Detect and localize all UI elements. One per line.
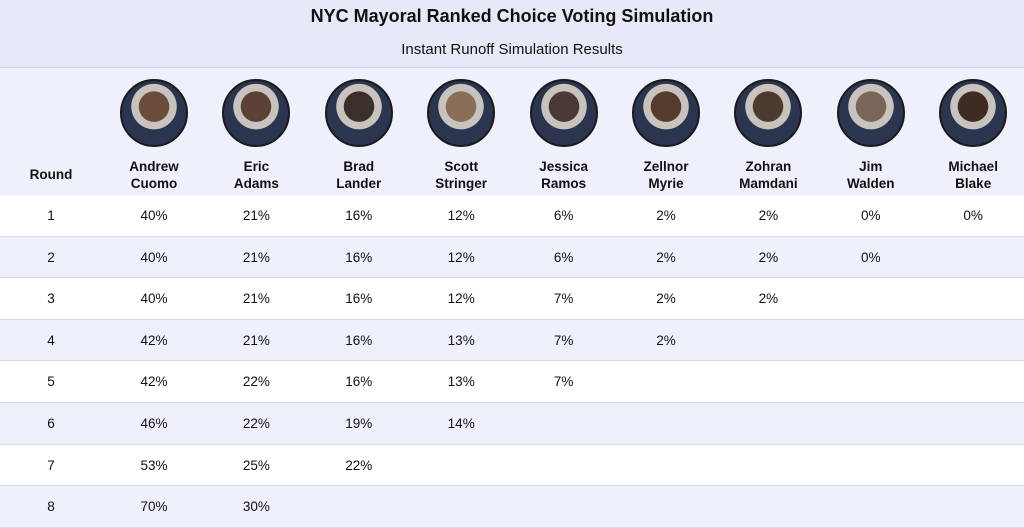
vote-share: 21% xyxy=(242,291,270,307)
vote-share: 7% xyxy=(553,374,574,390)
vote-share: 21% xyxy=(242,208,270,223)
candidate-last-name: Ramos xyxy=(541,176,587,191)
candidate-first-name: Michael xyxy=(948,159,998,174)
vote-share: 2% xyxy=(656,291,676,307)
vote-share: 21% xyxy=(242,332,270,348)
round-number: 6 xyxy=(47,416,55,431)
vote-share: 30% xyxy=(242,499,270,515)
vote-share: 40% xyxy=(140,291,168,307)
table-row xyxy=(0,444,1024,487)
round-number: 5 xyxy=(47,374,55,390)
candidate-last-name: Stringer xyxy=(435,176,488,191)
round-header: Round xyxy=(29,167,73,182)
vote-share: 2% xyxy=(656,208,676,223)
candidate-last-name: Mamdani xyxy=(739,176,798,191)
vote-share: 46% xyxy=(140,416,168,431)
vote-share: 2% xyxy=(656,332,676,348)
round-number: 7 xyxy=(47,457,55,473)
candidate-first-name: Scott xyxy=(444,159,479,174)
candidate-last-name: Walden xyxy=(847,176,895,191)
vote-share: 7% xyxy=(553,332,574,348)
vote-share: 22% xyxy=(345,457,373,473)
vote-share: 0% xyxy=(963,208,983,223)
vote-share: 70% xyxy=(140,499,168,515)
vote-share: 0% xyxy=(861,208,881,223)
vote-share: 12% xyxy=(447,291,475,307)
vote-share: 21% xyxy=(242,249,270,265)
vote-share: 25% xyxy=(242,457,270,473)
vote-share: 13% xyxy=(447,374,475,390)
table-row xyxy=(0,195,1024,237)
candidate-last-name: Adams xyxy=(233,176,279,191)
vote-share: 19% xyxy=(345,416,373,431)
vote-share: 2% xyxy=(758,208,779,223)
table-row xyxy=(0,403,1024,445)
vote-share: 2% xyxy=(758,291,779,307)
candidate-last-name: Myrie xyxy=(648,176,684,191)
vote-share: 6% xyxy=(553,208,574,223)
round-number: 1 xyxy=(47,208,55,223)
subtitle: Instant Runoff Simulation Results xyxy=(401,41,623,58)
candidate-last-name: Lander xyxy=(336,176,382,191)
round-number: 8 xyxy=(47,499,55,515)
title: NYC Mayoral Ranked Choice Voting Simulat… xyxy=(310,6,714,26)
vote-share: 40% xyxy=(140,249,168,265)
candidate-photo xyxy=(529,79,598,147)
vote-share: 16% xyxy=(345,291,373,307)
vote-share: 16% xyxy=(345,374,373,390)
candidate-last-name: Blake xyxy=(955,176,992,191)
round-number: 2 xyxy=(47,249,55,265)
vote-share: 0% xyxy=(861,249,881,265)
candidate-photo xyxy=(939,79,1008,147)
candidate-photo xyxy=(427,79,496,147)
candidate-photo xyxy=(324,79,393,147)
candidate-photo xyxy=(836,79,905,147)
candidate-first-name: Zohran xyxy=(745,159,792,174)
candidate-photo xyxy=(632,79,700,147)
round-number: 3 xyxy=(47,291,55,307)
vote-share: 16% xyxy=(345,332,373,348)
candidate-first-name: Brad xyxy=(343,159,375,174)
candidate-first-name: Zellnor xyxy=(643,159,689,174)
table-row xyxy=(0,486,1024,528)
vote-share: 13% xyxy=(447,332,475,348)
round-number: 4 xyxy=(47,332,55,348)
vote-share: 14% xyxy=(447,416,475,431)
vote-share: 7% xyxy=(553,291,574,307)
vote-share: 12% xyxy=(447,208,475,223)
candidate-first-name: Jim xyxy=(859,159,883,174)
vote-share: 16% xyxy=(345,249,373,265)
table-row xyxy=(0,361,1024,403)
candidate-photo xyxy=(734,79,803,147)
table-row xyxy=(0,236,1024,279)
vote-share: 42% xyxy=(140,332,168,348)
vote-share: 12% xyxy=(447,249,475,265)
vote-share: 16% xyxy=(345,208,373,223)
candidate-first-name: Andrew xyxy=(129,159,179,174)
vote-share: 2% xyxy=(758,249,779,265)
title-band xyxy=(0,0,1024,68)
vote-share: 42% xyxy=(140,374,168,390)
vote-share: 6% xyxy=(553,249,574,265)
vote-share: 22% xyxy=(242,416,270,431)
table-row xyxy=(0,278,1024,320)
table-row xyxy=(0,319,1024,362)
candidate-photo xyxy=(222,79,291,147)
candidate-first-name: Eric xyxy=(243,159,270,174)
candidate-first-name: Jessica xyxy=(539,159,588,174)
vote-share: 40% xyxy=(140,208,168,223)
candidate-photo xyxy=(120,79,188,147)
vote-share: 53% xyxy=(140,457,168,473)
vote-share: 22% xyxy=(242,374,270,390)
vote-share: 2% xyxy=(656,249,676,265)
candidate-last-name: Cuomo xyxy=(130,176,178,191)
